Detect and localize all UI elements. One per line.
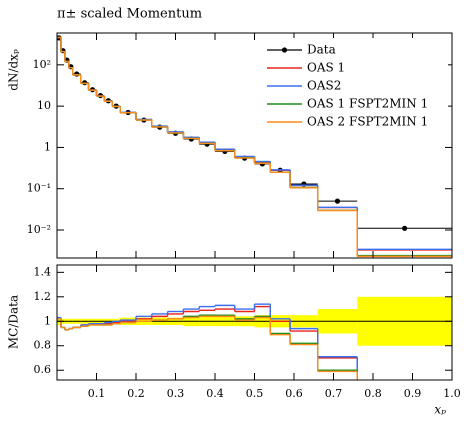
x-tick-label: 0.2 — [127, 387, 145, 400]
data-point — [402, 225, 408, 231]
x-tick-label: 0.7 — [325, 387, 343, 400]
y-tick-label: 1 — [44, 314, 51, 327]
y-axis-label: dN/dxₚ — [7, 49, 21, 91]
y-tick-label: 1 — [44, 140, 51, 153]
legend-label: OAS 2 FSPT2MIN 1 — [307, 115, 428, 129]
x-tick-label: 0.3 — [167, 387, 185, 400]
y-tick-label: 1.4 — [34, 265, 52, 278]
y-tick-label: 0.6 — [34, 363, 52, 376]
x-tick-label: 0.6 — [285, 387, 303, 400]
legend-label: OAS2 — [307, 79, 341, 93]
x-axis-label: xₚ — [434, 403, 446, 417]
legend-label: OAS 1 — [307, 61, 345, 75]
y-tick-label: 10⁻¹ — [27, 182, 51, 195]
x-tick-label: 0.1 — [88, 387, 106, 400]
ratio-y-axis-label: MC/Data — [7, 295, 21, 349]
axes: 10⁻² 10⁻¹ 1 10 10² 0.6 0.8 1 1.2 1.4 0.1 0.2 0.3 0.4 0… — [27, 33, 461, 400]
ratio-plot — [57, 296, 452, 380]
legend-entries: Data OAS 1 OAS2 OAS 1 FSPT2MIN 1 OAS 2 FSPT2… — [267, 43, 428, 129]
legend-label: Data — [307, 43, 336, 57]
data-point — [334, 198, 341, 204]
legend-marker — [281, 47, 288, 53]
data-point — [74, 71, 80, 77]
y-tick-label: 10 — [37, 99, 51, 112]
y-tick-label: 1.2 — [34, 290, 52, 303]
ratio-frame — [56, 264, 453, 381]
x-tick-label: 0.8 — [364, 387, 382, 400]
main-frame — [56, 32, 453, 259]
x-tick-label: 1.0 — [443, 387, 461, 400]
x-tick-label: 0.5 — [246, 387, 264, 400]
x-tick-label: 0.4 — [206, 387, 224, 400]
y-tick-label: 10² — [33, 58, 51, 71]
y-tick-label: 10⁻² — [27, 223, 51, 236]
histogram-connector — [60, 37, 358, 257]
chart-title: π± scaled Momentum — [57, 7, 202, 22]
y-tick-label: 0.8 — [34, 339, 52, 352]
legend-label: OAS 1 FSPT2MIN 1 — [307, 97, 428, 111]
x-tick-label: 0.9 — [404, 387, 422, 400]
